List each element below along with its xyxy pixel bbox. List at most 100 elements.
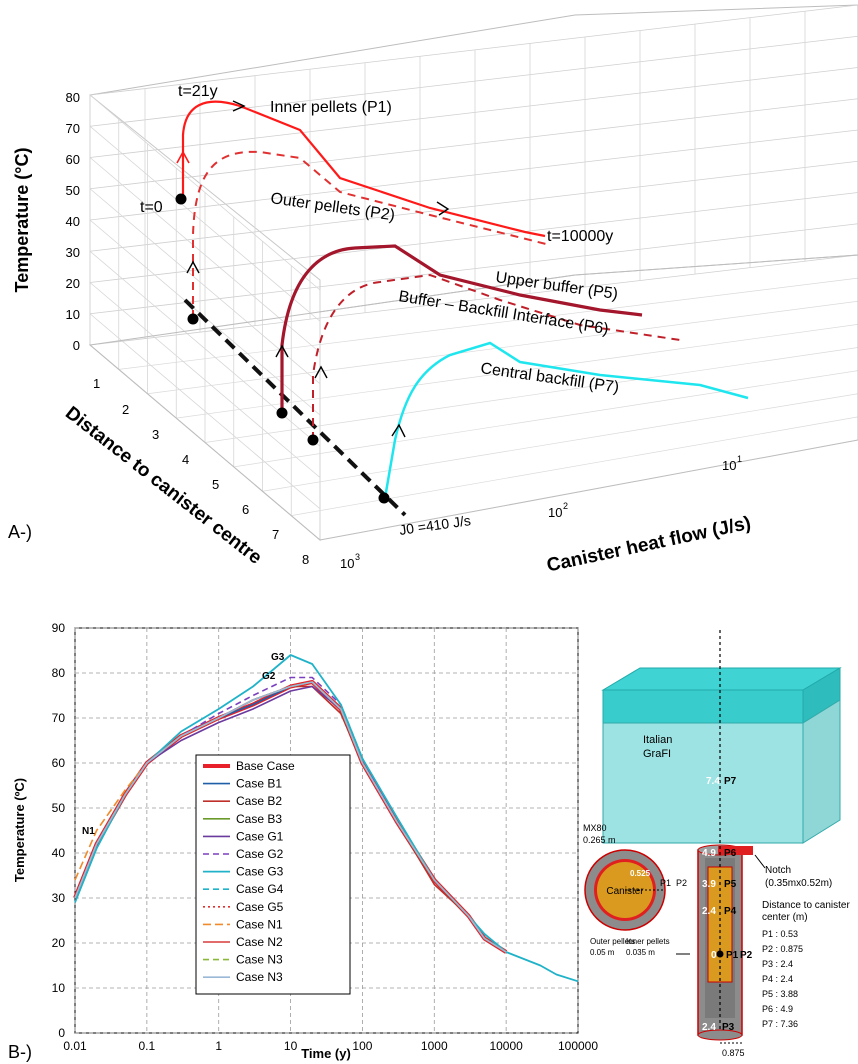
y-ticks: 1 2 3 4 5 6 7 8: [93, 376, 309, 567]
grid-line: [262, 393, 858, 492]
legend-label: Case N3: [236, 953, 283, 967]
distance-item: P1 : 0.53: [762, 929, 798, 939]
marker-p7-start: [378, 492, 390, 504]
arrow-up-icon: [314, 365, 328, 379]
grid-line: [89, 98, 858, 190]
arrow-up-icon: [186, 260, 200, 274]
grafi-top: [601, 667, 842, 691]
p4-label: P4: [724, 906, 737, 917]
annotation-n1: N1: [82, 826, 95, 837]
p4-value: 2.4: [702, 906, 716, 917]
arrow-up-icon: [275, 344, 289, 358]
p5-value: 3.9: [702, 879, 716, 890]
x-tick-label: 1000: [421, 1039, 448, 1053]
x-tick-label: 100: [352, 1039, 372, 1053]
panel-b-label: B-): [8, 1042, 32, 1062]
grid-line: [89, 4, 858, 96]
distance-item: P7 : 7.36: [762, 1019, 798, 1029]
notch: [718, 846, 753, 855]
z-tick: 60: [66, 152, 80, 167]
label-central-backfill: Central backfill (P7): [479, 360, 620, 396]
radius-label: 0.525: [630, 869, 651, 878]
y-tick-label: 30: [52, 891, 66, 905]
y-tick-label: 50: [52, 801, 66, 815]
z-tick: 10: [66, 307, 80, 322]
x-tick-exp: 1: [737, 454, 742, 464]
x-axis-label: Canister heat flow (J/s): [545, 513, 753, 577]
x-tick-label: 0.1: [139, 1039, 156, 1053]
legend-label: Case G5: [236, 900, 284, 914]
notch-leader: [754, 854, 766, 869]
grafi-label-1: Italian: [643, 734, 672, 746]
curve-inner-pellets: [181, 100, 546, 238]
arrow-right-icon: [232, 100, 246, 112]
grafi-side: [802, 699, 841, 844]
legend-label: Case G2: [236, 847, 284, 861]
panel-a-label: A-): [8, 522, 32, 542]
arrow-right-icon: [436, 201, 450, 216]
notch-label: Notch: [765, 865, 791, 876]
y-tick: 7: [272, 527, 279, 542]
y-tick: 4: [182, 452, 189, 467]
p7-label: P7: [724, 776, 737, 787]
p1-label: P1: [726, 950, 739, 961]
x-tick-exp: 3: [355, 552, 360, 562]
grid-line: [176, 324, 858, 419]
arrow-up-icon: [391, 423, 406, 438]
grid-line: [147, 300, 858, 395]
label-inner-pellets: Inner pellets (P1): [270, 99, 392, 116]
panel-b-ticks: 0.01 0.1 1 10 100 1000 10000 100000 0 10 20 30 40 50 6…: [52, 621, 599, 1053]
distance-item: P2 : 0.875: [762, 944, 803, 954]
cs-p2: P2: [676, 878, 687, 888]
p6-label: P6: [724, 848, 737, 859]
curve-upper-buffer: [280, 244, 643, 412]
mx80-thickness: 0.265 m: [583, 835, 616, 845]
panel-b-chart: 0.01 0.1 1 10 100 1000 10000 100000 0 10 20 30 40 50 6…: [8, 621, 598, 1062]
cs-p1: P1: [660, 878, 671, 888]
x-tick-label: 1: [215, 1039, 222, 1053]
x-ticks: 10 1 10 2 10 3: [340, 454, 742, 571]
distance-title-1: Distance to canister: [762, 900, 850, 911]
y-tick: 1: [93, 376, 100, 391]
y-tick-label: 80: [52, 666, 66, 680]
floor: [88, 254, 858, 541]
legend-label: Case B3: [236, 812, 282, 826]
legend: [195, 754, 351, 995]
scale-label: 0.875: [722, 1048, 745, 1058]
y-tick-label: 60: [52, 756, 66, 770]
schematic: Italian GraFI 7.4 P7 4.9 P6 3.9 P5 2.4 P…: [583, 630, 850, 1058]
p3-label: P3: [722, 1022, 735, 1033]
outer-pellets-label: Outer pellets: [590, 937, 635, 946]
outer-pellets-thick: 0.05 m: [590, 948, 615, 957]
grafi-front: [602, 722, 804, 844]
z-tick: 70: [66, 121, 80, 136]
y-tick-label: 40: [52, 846, 66, 860]
marker-p1: [716, 950, 724, 958]
marker-p5-start: [276, 407, 288, 419]
grid-line: [89, 67, 858, 158]
legend-label: Case N3: [236, 970, 283, 984]
y-tick: 2: [122, 402, 129, 417]
legend-label: Case B2: [236, 794, 282, 808]
p3-value: 2.4: [702, 1022, 716, 1033]
inner-pellets-thick: 0.035 m: [626, 948, 655, 957]
panel-a: Inner pellets (P1) Outer pellets (P2) Up…: [8, 4, 858, 577]
cylinder-bottom: [697, 1029, 743, 1041]
canister-label: Canister: [606, 886, 644, 897]
y-tick-label: 0: [58, 1026, 65, 1040]
x-tick-base: 10: [722, 458, 736, 473]
y-tick: 5: [212, 477, 219, 492]
panel-b-series: [73, 654, 579, 983]
arrow-up-icon: [176, 150, 190, 164]
distance-item: P6 : 4.9: [762, 1004, 793, 1014]
series-case-n3: [74, 681, 507, 953]
x-tick-exp: 2: [563, 501, 568, 511]
annot-t0: t=0: [140, 199, 163, 216]
grid-line: [89, 223, 858, 315]
distance-item: P3 : 2.4: [762, 959, 793, 969]
distance-item: P4 : 2.4: [762, 974, 793, 984]
grid-line: [89, 160, 858, 252]
grid-line: [89, 35, 858, 127]
legend-label: Case G1: [236, 829, 284, 843]
